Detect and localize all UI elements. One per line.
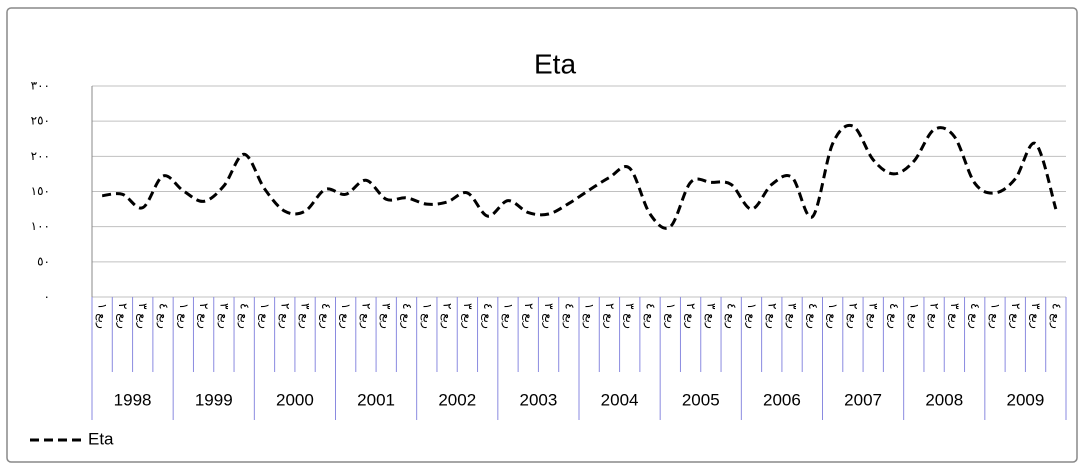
x-tick-label: ربع ١ (906, 303, 921, 329)
group-label: 2002 (438, 390, 476, 409)
x-tick-label: ربع ٢ (115, 303, 130, 329)
group-label: 1999 (195, 390, 233, 409)
x-tick-label: ربع ٤ (318, 303, 333, 329)
x-tick-label: ربع ١ (500, 303, 515, 329)
x-tick-label: ربع ٢ (927, 303, 942, 329)
x-tick-label: ربع ٣ (622, 303, 637, 329)
x-tick-label: ربع ٢ (602, 303, 617, 329)
y-tick-label: ٠ (44, 290, 50, 304)
x-tick-label: ربع ١ (825, 303, 840, 329)
group-label: 2009 (1007, 390, 1045, 409)
chart-title: Eta (534, 48, 576, 79)
x-tick-label: ربع ٢ (521, 303, 536, 329)
x-tick-label: ربع ٣ (216, 303, 231, 329)
x-tick-label: ربع ٤ (156, 303, 171, 329)
line (101, 123, 1058, 230)
y-tick-label: ١٥٠ (31, 184, 50, 198)
x-tick-label: ربع ٢ (358, 303, 373, 329)
legend-label: Eta (88, 429, 114, 448)
x-tick-label: ربع ٣ (866, 303, 881, 329)
x-tick-label: ربع ١ (176, 303, 191, 329)
y-tick-label: ٢٠٠ (31, 149, 50, 163)
x-tick-label: ربع ١ (419, 303, 434, 329)
x-tick-label: ربع ٢ (277, 303, 292, 329)
x-tick-label: ربع ٤ (967, 303, 982, 329)
x-tick-label: ربع ١ (663, 303, 678, 329)
x-tick-label: ربع ٣ (135, 303, 150, 329)
group-label: 2004 (601, 390, 639, 409)
y-tick-label: ٥٠ (37, 254, 50, 268)
x-tick-label: ربع ٤ (1048, 303, 1063, 329)
x-tick-label: ربع ١ (95, 303, 110, 329)
x-tick-label: ربع ٢ (440, 303, 455, 329)
x-tick-label: ربع ٢ (196, 303, 211, 329)
x-tick-label: ربع ٢ (1008, 303, 1023, 329)
x-tick-label: ربع ٤ (480, 303, 495, 329)
group-label: 1998 (114, 390, 152, 409)
x-tick-label: ربع ٤ (724, 303, 739, 329)
group-label: 2008 (925, 390, 963, 409)
group-label: 2003 (520, 390, 558, 409)
y-tick-label: ١٠٠ (31, 219, 50, 233)
x-tick-label: ربع ٣ (703, 303, 718, 329)
y-tick-label: ٣٠٠ (31, 79, 50, 93)
x-tick-label: ربع ٣ (541, 303, 556, 329)
x-tick-label: ربع ١ (744, 303, 759, 329)
x-tick-label: ربع ١ (257, 303, 272, 329)
group-label: 2007 (844, 390, 882, 409)
x-tick-label: ربع ٢ (683, 303, 698, 329)
group-label: 2006 (763, 390, 801, 409)
x-tick-label: ربع ١ (987, 303, 1002, 329)
x-tick-label: ربع ١ (338, 303, 353, 329)
x-tick-label: ربع ٣ (785, 303, 800, 329)
x-tick-label: ربع ٤ (643, 303, 658, 329)
group-label: 2001 (357, 390, 395, 409)
x-tick-label: ربع ٤ (805, 303, 820, 329)
x-tick-label: ربع ٣ (298, 303, 313, 329)
x-tick-label: ربع ٣ (947, 303, 962, 329)
x-tick-label: ربع ٤ (237, 303, 252, 329)
x-tick-label: ربع ٣ (1028, 303, 1043, 329)
group-label: 2005 (682, 390, 720, 409)
x-tick-label: ربع ٤ (399, 303, 414, 329)
group-label: 2000 (276, 390, 314, 409)
x-tick-label: ربع ٣ (379, 303, 394, 329)
x-tick-label: ربع ١ (582, 303, 597, 329)
x-tick-label: ربع ٤ (886, 303, 901, 329)
x-tick-label: ربع ٣ (460, 303, 475, 329)
x-tick-label: ربع ٢ (764, 303, 779, 329)
y-tick-label: ٢٥٠ (31, 114, 50, 128)
x-tick-label: ربع ٤ (561, 303, 576, 329)
x-tick-label: ربع ٢ (845, 303, 860, 329)
